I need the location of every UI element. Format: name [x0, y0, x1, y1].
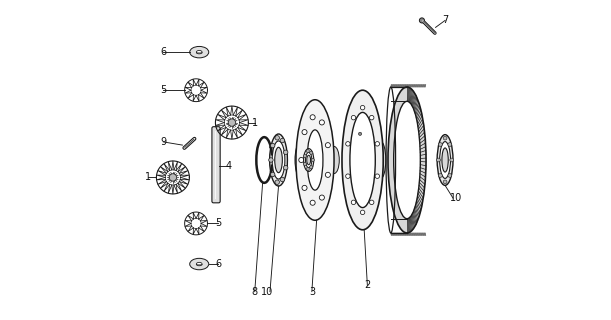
Ellipse shape	[440, 142, 450, 178]
Circle shape	[229, 119, 236, 126]
Circle shape	[448, 173, 452, 177]
Ellipse shape	[196, 262, 202, 266]
Circle shape	[443, 136, 447, 140]
Circle shape	[306, 167, 309, 171]
Circle shape	[302, 130, 307, 135]
Polygon shape	[229, 119, 236, 126]
Circle shape	[275, 180, 279, 184]
Ellipse shape	[272, 141, 285, 179]
Text: 3: 3	[309, 287, 315, 297]
Circle shape	[448, 143, 452, 147]
Circle shape	[302, 185, 307, 190]
Polygon shape	[185, 212, 208, 235]
Circle shape	[375, 142, 379, 146]
Circle shape	[275, 136, 279, 140]
Circle shape	[310, 115, 315, 120]
Ellipse shape	[295, 143, 304, 177]
Polygon shape	[185, 79, 208, 102]
Ellipse shape	[442, 148, 448, 172]
Polygon shape	[216, 106, 249, 139]
Circle shape	[306, 149, 309, 153]
Ellipse shape	[388, 87, 426, 233]
Circle shape	[311, 158, 315, 162]
Circle shape	[325, 172, 331, 177]
Circle shape	[360, 210, 365, 215]
Ellipse shape	[196, 51, 202, 54]
Circle shape	[351, 116, 356, 120]
Circle shape	[346, 142, 350, 146]
Text: 10: 10	[261, 287, 273, 297]
Circle shape	[360, 105, 365, 110]
Ellipse shape	[393, 101, 420, 219]
Ellipse shape	[306, 152, 312, 168]
Circle shape	[310, 200, 315, 205]
Ellipse shape	[189, 46, 209, 58]
Circle shape	[284, 165, 288, 170]
Circle shape	[450, 158, 453, 162]
Circle shape	[310, 166, 313, 169]
Text: 6: 6	[215, 259, 221, 269]
Circle shape	[443, 180, 447, 184]
Text: 10: 10	[450, 193, 462, 203]
Circle shape	[370, 200, 374, 204]
Circle shape	[271, 143, 275, 148]
Circle shape	[320, 195, 324, 200]
Ellipse shape	[307, 130, 323, 190]
Circle shape	[436, 158, 441, 162]
Circle shape	[375, 174, 379, 178]
Circle shape	[169, 174, 177, 181]
Ellipse shape	[329, 147, 339, 173]
Text: 2: 2	[364, 280, 370, 290]
Circle shape	[280, 177, 285, 182]
Ellipse shape	[375, 141, 386, 179]
Ellipse shape	[269, 134, 287, 186]
Circle shape	[320, 120, 324, 125]
Ellipse shape	[307, 155, 310, 165]
Circle shape	[439, 143, 442, 147]
Text: 4: 4	[225, 161, 232, 171]
Ellipse shape	[189, 258, 209, 270]
Ellipse shape	[296, 100, 334, 220]
Text: 8: 8	[252, 287, 258, 297]
Ellipse shape	[342, 90, 383, 230]
Circle shape	[284, 150, 288, 155]
Circle shape	[271, 172, 275, 177]
Circle shape	[439, 173, 442, 177]
Circle shape	[269, 158, 273, 162]
Circle shape	[419, 18, 425, 23]
Text: 5: 5	[160, 85, 167, 95]
Circle shape	[299, 157, 304, 163]
Ellipse shape	[275, 147, 282, 173]
Circle shape	[325, 143, 331, 148]
Text: 9: 9	[161, 137, 167, 147]
Circle shape	[351, 200, 356, 204]
Circle shape	[304, 155, 307, 157]
FancyBboxPatch shape	[212, 127, 220, 203]
Circle shape	[370, 116, 374, 120]
Circle shape	[310, 151, 313, 154]
Polygon shape	[156, 161, 189, 194]
Text: 6: 6	[161, 47, 167, 57]
Text: 7: 7	[442, 15, 448, 25]
Circle shape	[346, 174, 350, 178]
Ellipse shape	[304, 148, 313, 172]
Circle shape	[280, 138, 285, 143]
Text: 1: 1	[145, 172, 151, 182]
Circle shape	[304, 163, 307, 165]
Polygon shape	[169, 174, 177, 181]
Text: 1: 1	[252, 117, 258, 128]
Circle shape	[359, 132, 362, 135]
Ellipse shape	[350, 112, 375, 208]
Ellipse shape	[437, 135, 453, 185]
Text: 5: 5	[215, 219, 221, 228]
